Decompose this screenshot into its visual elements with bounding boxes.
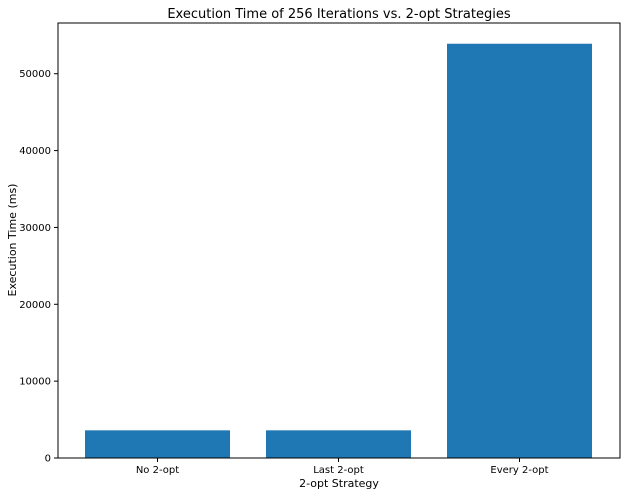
bar-1 <box>266 430 411 458</box>
y-tick-label: 10000 <box>19 377 51 388</box>
bar-0 <box>85 430 230 458</box>
chart-title: Execution Time of 256 Iterations vs. 2-o… <box>167 7 511 22</box>
y-axis-label: Execution Time (ms) <box>6 184 19 297</box>
bar-2 <box>447 43 592 458</box>
x-axis-label: 2-opt Strategy <box>299 477 379 490</box>
y-tick-label: 30000 <box>19 223 51 234</box>
y-tick-label: 40000 <box>19 146 51 157</box>
x-tick-label: Every 2-opt <box>490 465 548 476</box>
y-tick-label: 20000 <box>19 300 51 311</box>
x-tick-label: No 2-opt <box>136 465 179 476</box>
plot-frame <box>57 22 621 459</box>
x-axis-ticks: No 2-opt Last 2-opt Every 2-opt <box>136 458 549 476</box>
y-tick-label: 0 <box>45 454 51 465</box>
y-tick-label: 50000 <box>19 69 51 80</box>
bars-group <box>85 43 592 458</box>
y-axis-ticks: 0 10000 20000 30000 40000 50000 <box>19 69 58 465</box>
x-tick-label: Last 2-opt <box>313 465 364 476</box>
